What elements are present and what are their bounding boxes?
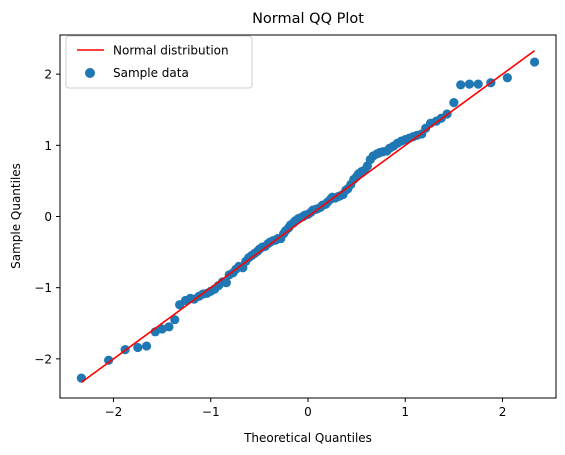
sample-data-point bbox=[76, 373, 86, 383]
y-tick-label: −1 bbox=[34, 281, 52, 295]
sample-data-point bbox=[502, 73, 512, 83]
sample-data-point bbox=[104, 355, 114, 365]
sample-data-point bbox=[530, 57, 540, 67]
plot-area bbox=[76, 50, 540, 383]
y-tick-label: −2 bbox=[34, 352, 52, 366]
sample-data-point bbox=[170, 315, 180, 325]
legend-frame bbox=[65, 35, 253, 89]
legend-marker-swatch bbox=[85, 68, 95, 78]
x-tick-label: 2 bbox=[499, 405, 507, 419]
sample-data-point bbox=[133, 342, 143, 353]
y-tick-label: 2 bbox=[44, 68, 52, 82]
sample-data-point bbox=[456, 80, 466, 90]
y-axis-label: Sample Quantiles bbox=[9, 163, 23, 269]
legend: Normal distribution Sample data bbox=[65, 35, 253, 89]
y-tick-label: 0 bbox=[44, 210, 52, 224]
legend-label-sample-data: Sample data bbox=[113, 66, 189, 80]
x-tick-label: −1 bbox=[202, 405, 220, 419]
x-axis-label: Theoretical Quantiles bbox=[243, 431, 372, 445]
y-tick-label: 1 bbox=[44, 139, 52, 153]
sample-data-point bbox=[164, 322, 174, 332]
legend-label-normal-distribution: Normal distribution bbox=[113, 44, 229, 58]
sample-data-point bbox=[473, 79, 483, 89]
x-tick-label: −2 bbox=[105, 405, 123, 419]
normal-distribution-line bbox=[80, 50, 536, 383]
sample-data-point bbox=[464, 79, 475, 89]
axes: −2 −1 0 1 2 −2 −1 0 1 2 bbox=[34, 34, 557, 419]
x-tick-label: 0 bbox=[304, 405, 312, 419]
sample-data-point bbox=[221, 278, 231, 288]
sample-data-point bbox=[141, 341, 152, 351]
chart-title: Normal QQ Plot bbox=[252, 11, 364, 27]
sample-data-point bbox=[449, 98, 459, 108]
x-tick-label: 1 bbox=[401, 405, 409, 419]
